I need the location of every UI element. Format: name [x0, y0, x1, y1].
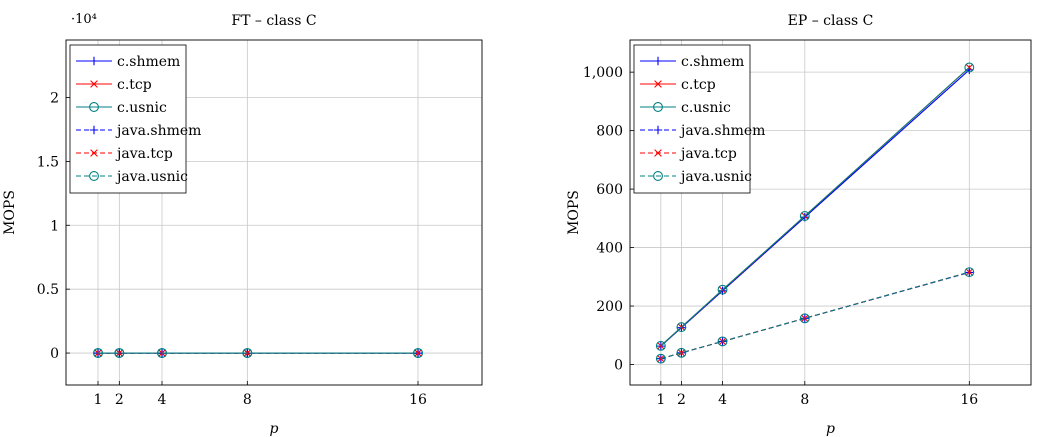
x-tick-label: 8	[243, 392, 252, 408]
y-tick-label: 1.5	[37, 154, 59, 170]
x-tick-label: 1	[656, 392, 665, 408]
legend: c.shmem c.tcp c.usnic java.shmem java.tcp jav…	[634, 45, 765, 193]
legend-label: c.usnic	[681, 100, 731, 116]
y-tick-label: 400	[596, 241, 623, 257]
x-tick-label: 1	[94, 392, 103, 408]
y-axis-label: MOPS	[2, 190, 18, 235]
y-tick-label: 600	[596, 182, 623, 198]
y-scale-label: ·10⁴	[71, 12, 97, 27]
x-tick-label: 16	[409, 392, 427, 408]
legend-label: c.shmem	[681, 54, 744, 70]
y-tick-label: 800	[596, 124, 623, 140]
legend: c.shmem c.tcp c.usnic java.shmem java.tcp jav…	[70, 45, 201, 193]
legend-label: c.usnic	[117, 100, 167, 116]
legend-label: java.usnic	[679, 169, 752, 185]
chart-title: FT – class C	[231, 13, 316, 29]
chart-panel-1: 1 2 4 8 16 0 200 400 600 800 1,000 EP – class C p MOP…	[566, 13, 1031, 437]
y-axis-label: MOPS	[566, 190, 582, 235]
x-tick-label: 8	[800, 392, 809, 408]
legend-label: java.usnic	[115, 169, 188, 185]
series-java.usnic	[656, 268, 973, 363]
series-line	[661, 272, 969, 359]
y-tick-label: 200	[596, 299, 623, 315]
x-tick-label: 16	[960, 392, 978, 408]
y-tick-label: 0	[614, 358, 623, 374]
legend-label: c.tcp	[681, 77, 716, 93]
x-tick-label: 2	[115, 392, 124, 408]
y-tick-label: 0	[50, 346, 59, 362]
x-axis-label: p	[826, 421, 835, 437]
legend-label: java.tcp	[115, 146, 173, 162]
y-tick-label: 0.5	[37, 282, 59, 298]
x-tick-label: 2	[677, 392, 686, 408]
legend-label: java.shmem	[115, 123, 201, 139]
y-tick-label: 1,000	[583, 65, 623, 81]
x-tick-label: 4	[158, 392, 167, 408]
legend-label: java.shmem	[679, 123, 765, 139]
y-tick-label: 2	[50, 91, 59, 107]
legend-label: c.tcp	[117, 77, 152, 93]
x-axis-label: p	[270, 421, 279, 437]
chart-title: EP – class C	[788, 13, 874, 29]
legend-label: java.tcp	[679, 146, 737, 162]
x-tick-label: 4	[718, 392, 727, 408]
y-tick-label: 1	[50, 218, 59, 234]
legend-label: c.shmem	[117, 54, 180, 70]
